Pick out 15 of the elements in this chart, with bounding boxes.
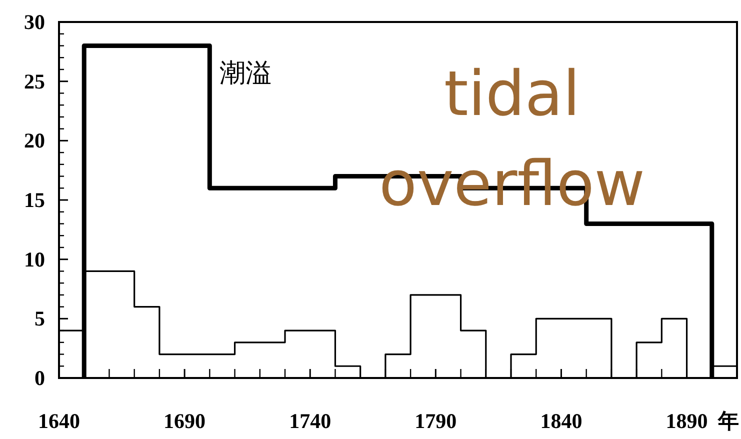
series-label: 潮溢 bbox=[220, 58, 272, 89]
y-tick-label: 0 bbox=[34, 366, 45, 390]
x-tick-label: 1640 bbox=[38, 409, 80, 433]
x-tick-label: 1890 bbox=[666, 409, 708, 433]
x-tick-label: 1790 bbox=[414, 409, 457, 433]
y-tick-label: 30 bbox=[24, 10, 45, 34]
y-tick-label: 25 bbox=[24, 69, 45, 94]
y-tick-label: 15 bbox=[24, 188, 45, 212]
y-tick-label: 10 bbox=[24, 247, 45, 272]
y-tick-label: 5 bbox=[34, 306, 45, 331]
y-tick-label: 20 bbox=[24, 128, 45, 153]
x-tick-label: 1690 bbox=[164, 409, 206, 433]
x-tick-label: 1840 bbox=[540, 409, 582, 433]
x-axis-title: 年 bbox=[717, 409, 739, 433]
x-tick-label: 1740 bbox=[289, 409, 332, 433]
